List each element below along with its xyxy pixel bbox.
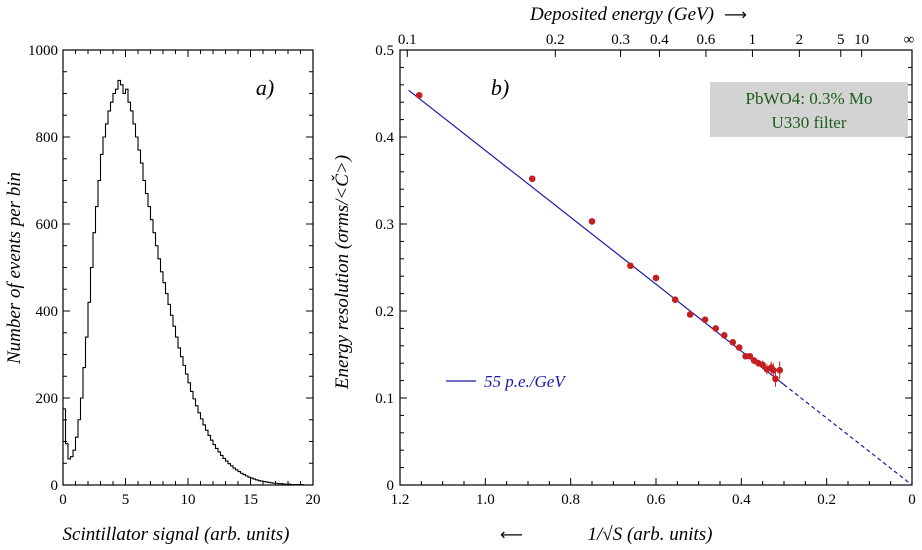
- top-tick-label: 5: [837, 32, 845, 48]
- y-tick-label: 400: [36, 304, 59, 320]
- histogram-y-axis-label: Number of events per bin: [4, 172, 25, 365]
- resolution-x-tick-labels: 1.2 1.0 0.8 0.6 0.4 0.2 0: [391, 492, 916, 508]
- x-tick-label: 5: [122, 492, 130, 508]
- panel-b-label: b): [491, 75, 509, 100]
- y-tick-label: 0: [387, 478, 395, 494]
- data-point: [746, 352, 754, 360]
- y-tick-label: 200: [36, 391, 59, 407]
- histogram-frame: [62, 49, 314, 486]
- data-points: [415, 91, 784, 387]
- x-tick-label: 10: [181, 492, 196, 508]
- x-tick-label: 15: [243, 492, 258, 508]
- annotation-line-2: U330 filter: [771, 113, 846, 132]
- top-axis-label: Deposited energy (GeV): [529, 4, 714, 25]
- data-point: [772, 375, 779, 383]
- histogram-x-axis-label: Scintillator signal (arb. units): [63, 524, 290, 545]
- data-point: [729, 339, 737, 346]
- y-tick-label: 0.4: [375, 130, 394, 146]
- resolution-panel: 1.2 1.0 0.8 0.6 0.4 0.2 0 0 0.1 0.2 0.3 0.4 0.5 0.1…: [331, 4, 916, 545]
- legend-label: 55 p.e./GeV: [484, 372, 567, 391]
- x-tick-label: 1.2: [391, 492, 410, 508]
- x-tick-label: 1.0: [476, 492, 495, 508]
- y-tick-label: 0.1: [375, 391, 394, 407]
- top-tick-label: 10: [854, 32, 869, 48]
- histogram-x-tick-labels: 0 5 10 15 20: [59, 492, 320, 508]
- histogram-panel: 0 5 10 15 20 0 200 400 600 800 1000 a) Scintillat…: [4, 43, 321, 545]
- resolution-y-tick-labels: 0 0.1 0.2 0.3 0.4 0.5: [375, 43, 394, 494]
- y-tick-label: 600: [36, 217, 59, 233]
- y-tick-label: 0.3: [375, 217, 394, 233]
- y-tick-label: 1000: [28, 43, 58, 59]
- top-tick-label: 0.6: [697, 32, 716, 48]
- x-tick-label: 0.6: [647, 492, 666, 508]
- data-point: [415, 91, 423, 99]
- data-point: [759, 361, 766, 369]
- data-point: [686, 311, 694, 318]
- data-point: [652, 274, 660, 282]
- data-point: [712, 325, 720, 332]
- histogram-ticks: [62, 49, 314, 486]
- top-tick-label: 0.2: [546, 32, 565, 48]
- histogram-y-tick-labels: 0 200 400 600 800 1000: [28, 43, 58, 494]
- top-tick-label: 2: [796, 32, 804, 48]
- resolution-y-axis-label: Energy resolution (σrms/<Č>): [331, 155, 353, 390]
- y-tick-label: 0: [51, 478, 59, 494]
- resolution-x-axis-label: 1/√S (arb. units): [588, 524, 713, 545]
- data-point: [735, 344, 743, 351]
- deposited-energy-tick-labels: 0.1 0.2 0.3 0.4 0.6 1 2 5 10 ∞: [398, 32, 914, 48]
- annotation-line-1: PbWO4: 0.3% Mo: [745, 89, 872, 108]
- x-axis-arrow-icon: ⟵: [500, 525, 523, 544]
- top-tick-label: 0.4: [650, 32, 669, 48]
- x-tick-label: 0.8: [561, 492, 580, 508]
- data-point: [671, 296, 679, 303]
- top-tick-label: 0.1: [398, 32, 417, 48]
- data-point: [720, 332, 728, 339]
- x-tick-label: 0: [59, 492, 67, 508]
- histogram-line: [63, 79, 313, 486]
- resolution-ticks: [399, 49, 913, 486]
- x-tick-label: 0.4: [732, 492, 751, 508]
- data-point: [701, 316, 709, 324]
- top-tick-label: ∞: [904, 32, 915, 48]
- top-tick-label: 0.3: [611, 32, 630, 48]
- top-axis-arrow-icon: ⟶: [724, 5, 747, 24]
- data-point: [588, 218, 596, 225]
- panel-a-label: a): [256, 75, 274, 100]
- annotation-box: [710, 82, 908, 137]
- fit-line-extrapolated: [783, 384, 913, 486]
- y-tick-label: 0.5: [375, 43, 394, 59]
- data-point: [776, 366, 784, 374]
- x-tick-label: 0.2: [817, 492, 836, 508]
- top-tick-label: 1: [749, 32, 757, 48]
- data-point: [528, 175, 536, 183]
- x-tick-label: 20: [306, 492, 321, 508]
- y-tick-label: 0.2: [375, 304, 394, 320]
- y-tick-label: 800: [36, 130, 59, 146]
- x-tick-label: 0: [908, 492, 916, 508]
- data-point: [627, 262, 634, 270]
